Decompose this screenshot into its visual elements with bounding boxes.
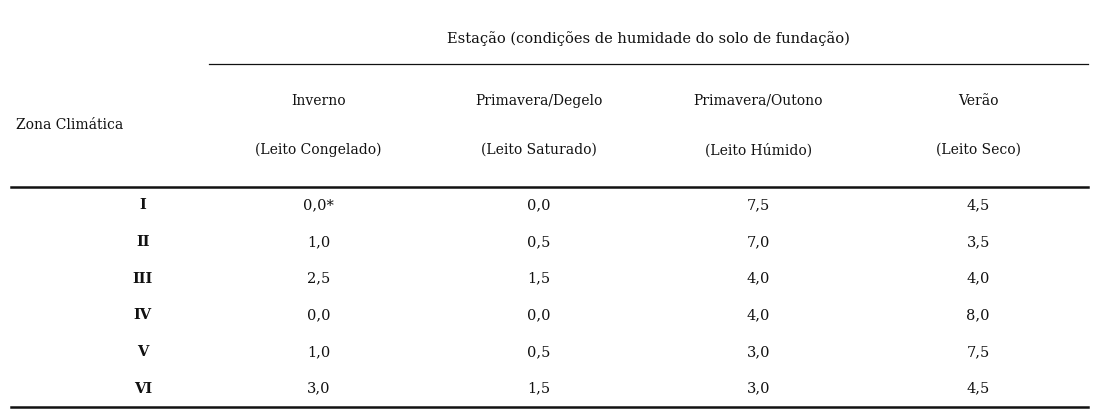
- Text: 0,0: 0,0: [526, 308, 551, 322]
- Text: 4,0: 4,0: [966, 272, 990, 286]
- Text: 0,0: 0,0: [526, 199, 551, 212]
- Text: 1,5: 1,5: [526, 272, 551, 286]
- Text: III: III: [133, 272, 153, 286]
- Text: Primavera/Degelo: Primavera/Degelo: [475, 94, 602, 108]
- Text: 3,0: 3,0: [746, 345, 770, 359]
- Text: 3,5: 3,5: [966, 235, 990, 249]
- Text: VI: VI: [134, 381, 152, 395]
- Text: 4,5: 4,5: [966, 199, 990, 212]
- Text: 7,5: 7,5: [966, 345, 990, 359]
- Text: 1,0: 1,0: [307, 345, 331, 359]
- Text: 0,5: 0,5: [526, 345, 551, 359]
- Text: 0,0*: 0,0*: [303, 199, 334, 212]
- Text: 0,0: 0,0: [307, 308, 331, 322]
- Text: 0,5: 0,5: [526, 235, 551, 249]
- Text: 4,0: 4,0: [746, 308, 770, 322]
- Text: (Leito Húmido): (Leito Húmido): [704, 143, 812, 157]
- Text: 4,5: 4,5: [966, 381, 990, 395]
- Text: Estação (condições de humidade do solo de fundação): Estação (condições de humidade do solo d…: [447, 32, 850, 46]
- Text: (Leito Saturado): (Leito Saturado): [480, 143, 597, 157]
- Text: 7,5: 7,5: [746, 199, 770, 212]
- Text: I: I: [140, 199, 146, 212]
- Text: (Leito Seco): (Leito Seco): [935, 143, 1021, 157]
- Text: 7,0: 7,0: [746, 235, 770, 249]
- Text: Inverno: Inverno: [291, 94, 346, 108]
- Text: 1,5: 1,5: [526, 381, 551, 395]
- Text: II: II: [136, 235, 149, 249]
- Text: Primavera/Outono: Primavera/Outono: [693, 94, 823, 108]
- Text: 3,0: 3,0: [746, 381, 770, 395]
- Text: 4,0: 4,0: [746, 272, 770, 286]
- Text: V: V: [137, 345, 148, 359]
- Text: 2,5: 2,5: [307, 272, 331, 286]
- Text: (Leito Congelado): (Leito Congelado): [255, 143, 382, 157]
- Text: 1,0: 1,0: [307, 235, 331, 249]
- Text: IV: IV: [134, 308, 152, 322]
- Text: 8,0: 8,0: [966, 308, 990, 322]
- Text: 3,0: 3,0: [307, 381, 331, 395]
- Text: Verão: Verão: [958, 94, 998, 108]
- Text: Zona Climática: Zona Climática: [16, 118, 124, 132]
